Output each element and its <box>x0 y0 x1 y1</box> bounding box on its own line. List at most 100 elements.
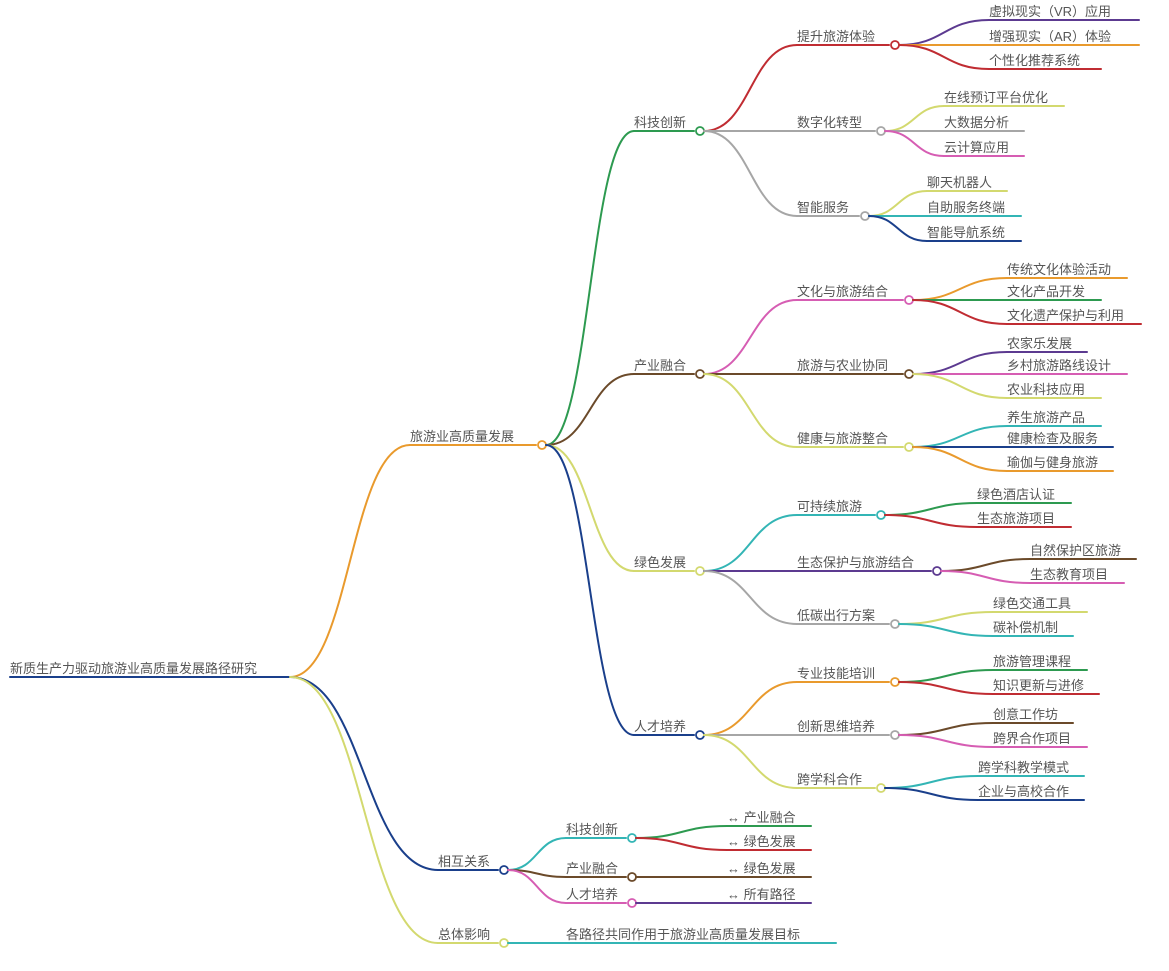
branch-edge <box>546 445 634 735</box>
node-label: 跨学科教学模式 <box>978 760 1069 775</box>
node-label: 旅游管理课程 <box>993 654 1071 669</box>
branch-edge <box>913 278 1007 300</box>
branch-edge <box>704 682 797 735</box>
node-label: 专业技能培训 <box>797 666 875 681</box>
node-label: 可持续旅游 <box>797 499 862 514</box>
node-label: 虚拟现实（VR）应用 <box>989 4 1111 19</box>
node-marker <box>933 567 941 575</box>
node-label: 旅游业高质量发展 <box>410 429 514 444</box>
node-label: ↔ 绿色发展 <box>727 834 796 849</box>
branch-edge <box>899 723 993 735</box>
branch-edge <box>869 191 927 216</box>
branch-edge <box>290 677 438 870</box>
node-label: 文化与旅游结合 <box>797 284 888 299</box>
branch-edge <box>704 735 797 788</box>
node-label: 绿色酒店认证 <box>977 487 1055 502</box>
node-marker <box>538 441 546 449</box>
node-marker <box>696 370 704 378</box>
branch-edge <box>704 45 797 131</box>
node-marker <box>891 41 899 49</box>
branch-edge <box>913 300 1007 324</box>
node-marker <box>696 731 704 739</box>
node-marker <box>500 939 508 947</box>
branch-edge <box>885 515 977 527</box>
branch-edge <box>913 447 1007 471</box>
node-marker <box>877 511 885 519</box>
node-label: 总体影响 <box>438 927 490 942</box>
node-label: 相互关系 <box>438 854 490 869</box>
node-label: 自然保护区旅游 <box>1030 543 1121 558</box>
node-label: ↔ 绿色发展 <box>727 861 796 876</box>
node-label: 创意工作坊 <box>993 707 1058 722</box>
node-marker <box>877 784 885 792</box>
node-label: 传统文化体验活动 <box>1007 262 1111 277</box>
node-label: 文化遗产保护与利用 <box>1007 308 1124 323</box>
branch-edge <box>885 106 944 131</box>
node-label: 人才培养 <box>634 719 686 734</box>
node-label: 生态旅游项目 <box>977 511 1055 526</box>
branch-edge <box>899 20 989 45</box>
branch-edge <box>546 131 634 445</box>
node-marker <box>905 443 913 451</box>
node-label: ↔ 产业融合 <box>727 810 796 825</box>
node-marker <box>628 873 636 881</box>
node-label: 智能服务 <box>797 200 849 215</box>
node-label: 跨学科合作 <box>797 772 862 787</box>
branch-edge <box>704 300 797 374</box>
node-marker <box>696 127 704 135</box>
node-label: 养生旅游产品 <box>1007 410 1085 425</box>
node-label: 跨界合作项目 <box>993 731 1071 746</box>
node-label: 数字化转型 <box>797 115 862 130</box>
mindmap-container: 新质生产力驱动旅游业高质量发展路径研究 旅游业高质量发展 科技创新 提升旅游体验 虚拟现… <box>0 0 1169 971</box>
node-label: 碳补偿机制 <box>993 620 1058 635</box>
branch-edge <box>913 374 1007 398</box>
mindmap-svg: 新质生产力驱动旅游业高质量发展路径研究 旅游业高质量发展 科技创新 提升旅游体验 虚拟现… <box>0 0 1169 971</box>
branch-edge <box>704 374 797 447</box>
node-label: 绿色发展 <box>634 555 686 570</box>
node-label: 乡村旅游路线设计 <box>1007 358 1111 373</box>
node-label: 健康检查及服务 <box>1007 431 1098 446</box>
node-label: 企业与高校合作 <box>978 784 1069 799</box>
node-label: 瑜伽与健身旅游 <box>1007 455 1098 470</box>
node-label: 旅游与农业协同 <box>797 358 888 373</box>
node-marker <box>905 296 913 304</box>
branch-edge <box>636 826 727 838</box>
node-marker <box>905 370 913 378</box>
branch-edge <box>290 677 438 943</box>
node-marker <box>696 567 704 575</box>
node-marker <box>861 212 869 220</box>
node-label: 健康与旅游整合 <box>797 431 888 446</box>
branch-edge <box>941 559 1030 571</box>
node-marker <box>500 866 508 874</box>
node-label: 自助服务终端 <box>927 200 1005 215</box>
branch-edge <box>636 838 727 850</box>
node-marker <box>877 127 885 135</box>
branch-edge <box>885 788 978 800</box>
node-label: 提升旅游体验 <box>797 29 875 44</box>
node-label: 绿色交通工具 <box>993 596 1071 611</box>
branch-edge <box>899 612 993 624</box>
branch-edge <box>885 503 977 515</box>
root-label: 新质生产力驱动旅游业高质量发展路径研究 <box>10 661 257 676</box>
node-label: 人才培养 <box>566 887 618 902</box>
branch-edge <box>885 131 944 156</box>
branch-edge <box>869 216 927 241</box>
branch-edge <box>899 45 989 69</box>
branch-edge <box>941 571 1030 583</box>
node-label: 增强现实（AR）体验 <box>989 29 1111 44</box>
node-label: 农业科技应用 <box>1007 382 1085 397</box>
node-label: 各路径共同作用于旅游业高质量发展目标 <box>566 927 800 942</box>
node-marker <box>891 678 899 686</box>
node-label: 科技创新 <box>634 115 686 130</box>
node-label: 个性化推荐系统 <box>989 53 1080 68</box>
node-label: ↔ 所有路径 <box>727 887 796 902</box>
branch-edge <box>290 445 410 677</box>
node-label: 生态保护与旅游结合 <box>797 555 914 570</box>
branch-edge <box>704 515 797 571</box>
node-label: 知识更新与进修 <box>993 678 1084 693</box>
node-marker <box>628 834 636 842</box>
node-label: 智能导航系统 <box>927 225 1005 240</box>
branch-edge <box>913 426 1007 447</box>
branch-edge <box>508 870 566 903</box>
node-label: 低碳出行方案 <box>797 608 875 623</box>
